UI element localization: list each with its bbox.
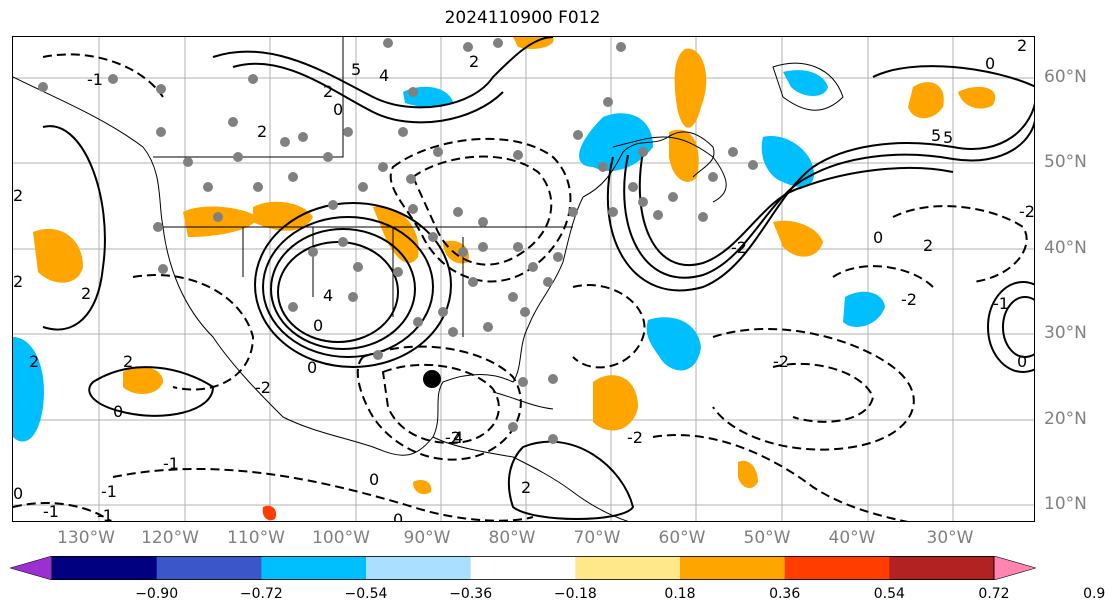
contour-label: 2: [13, 272, 23, 291]
latitude-label: 40°N: [1044, 238, 1087, 258]
contour-label: 0: [1017, 352, 1027, 371]
contour-label: 0: [113, 402, 123, 421]
colorbar-tick-label: −0.18: [553, 586, 597, 602]
colorbar-segment: [889, 556, 995, 580]
contour-label: 5: [931, 126, 941, 145]
contour-label: 2: [923, 236, 933, 255]
contour-label: 0: [873, 228, 883, 247]
colorbar-outline: [51, 556, 995, 580]
colorbar-tick-label: 0.54: [873, 586, 905, 602]
contour-label: -2: [255, 378, 271, 397]
contour-label-group: 5 4 2 -1 2 0 2 4 0 -2 0 2 0 -1 0 2 -1 -2…: [13, 37, 1035, 522]
contour-label: 2: [81, 284, 91, 303]
contour-label: 0: [985, 54, 995, 73]
latitude-label: 10°N: [1044, 494, 1087, 514]
colorbar-tick-label: 0.90: [1083, 586, 1105, 602]
contour-label: -1: [163, 454, 179, 473]
contour-label: -1: [87, 70, 103, 89]
contour-label: 5: [943, 128, 953, 147]
colorbar-segment: [784, 556, 890, 580]
longitude-label: 80°W: [488, 528, 536, 548]
map-title: 2024110900 F012: [444, 8, 601, 28]
longitude-label: 130°W: [57, 528, 115, 548]
latitude-label: 50°N: [1044, 152, 1087, 172]
contour-label: 0: [333, 100, 343, 119]
colorbar-tick-label: −0.72: [239, 586, 283, 602]
colorbar-extend-low: [10, 556, 53, 580]
colorbar-tick-label: −0.36: [449, 586, 493, 602]
colorbar-tick-label: −0.90: [135, 586, 179, 602]
map-canvas: 5 4 2 -1 2 0 2 4 0 -2 0 2 0 -1 0 2 -1 -2…: [13, 37, 1035, 522]
contour-label: 2: [1017, 37, 1027, 55]
colorbar-segment: [366, 556, 472, 580]
contour-label: 2: [257, 122, 267, 141]
colorbar-segment: [575, 556, 681, 580]
contour-label: -2: [731, 238, 747, 257]
contour-label: 0: [313, 316, 323, 335]
colorbar-tick-label: −0.54: [344, 586, 388, 602]
contour-label: 2: [521, 478, 531, 497]
colorbar-extend-high: [993, 556, 1036, 580]
contour-label: -1: [101, 482, 117, 501]
graticule: [13, 37, 1034, 521]
longitude-label: 30°W: [926, 528, 974, 548]
colorbar-tick-label: 0.72: [978, 586, 1010, 602]
contour-label: 0: [307, 358, 317, 377]
contour-label: 2: [469, 52, 479, 71]
longitude-label: 120°W: [141, 528, 199, 548]
colorbar-segment: [156, 556, 262, 580]
storm-center-marker: [423, 370, 441, 388]
map-panel[interactable]: 5 4 2 -1 2 0 2 4 0 -2 0 2 0 -1 0 2 -1 -2…: [12, 36, 1035, 522]
longitude-label: 70°W: [573, 528, 621, 548]
colorbar-tick-label: 0.18: [664, 586, 696, 602]
coastlines: [13, 37, 844, 521]
contour-label: -2: [627, 428, 643, 447]
contour-label: 0: [13, 484, 23, 503]
contour-label: 2: [123, 352, 133, 371]
latitude-label: 60°N: [1044, 67, 1087, 87]
filled-regions: [13, 37, 996, 521]
latitude-label: 30°N: [1044, 323, 1087, 343]
longitude-label: 100°W: [312, 528, 370, 548]
contour-label: 4: [323, 286, 333, 305]
longitude-label: 40°W: [828, 528, 876, 548]
contour-label: -2: [901, 290, 917, 309]
contour-label: 2: [29, 352, 39, 371]
longitude-label: 110°W: [227, 528, 285, 548]
contour-label: -2: [445, 428, 461, 447]
station-dots: [38, 38, 758, 444]
contour-label: -2: [1019, 202, 1035, 221]
contour-label: 5: [351, 60, 361, 79]
longitude-label: 60°W: [658, 528, 706, 548]
latitude-label: 20°N: [1044, 409, 1087, 429]
contour-label: -2: [773, 352, 789, 371]
contour-label: 2: [323, 82, 333, 101]
contour-label: 4: [453, 428, 463, 447]
contour-label: -1: [43, 502, 59, 521]
negative-contours: [13, 53, 1028, 521]
colorbar-segment: [52, 556, 158, 580]
longitude-label: 90°W: [403, 528, 451, 548]
contour-label: 4: [379, 66, 389, 85]
colorbar-tick-label: 0.36: [769, 586, 801, 602]
colorbar: [10, 556, 1036, 580]
colorbar-segment: [470, 556, 576, 580]
positive-contours: [42, 37, 1034, 520]
colorbar-segment: [261, 556, 367, 580]
contour-label: -1: [97, 506, 113, 522]
colorbar-segment: [680, 556, 786, 580]
contour-label: 0: [393, 510, 403, 522]
contour-label: -1: [993, 294, 1009, 313]
contour-label: 2: [13, 186, 23, 205]
contour-label: 0: [369, 470, 379, 489]
longitude-label: 50°W: [743, 528, 791, 548]
